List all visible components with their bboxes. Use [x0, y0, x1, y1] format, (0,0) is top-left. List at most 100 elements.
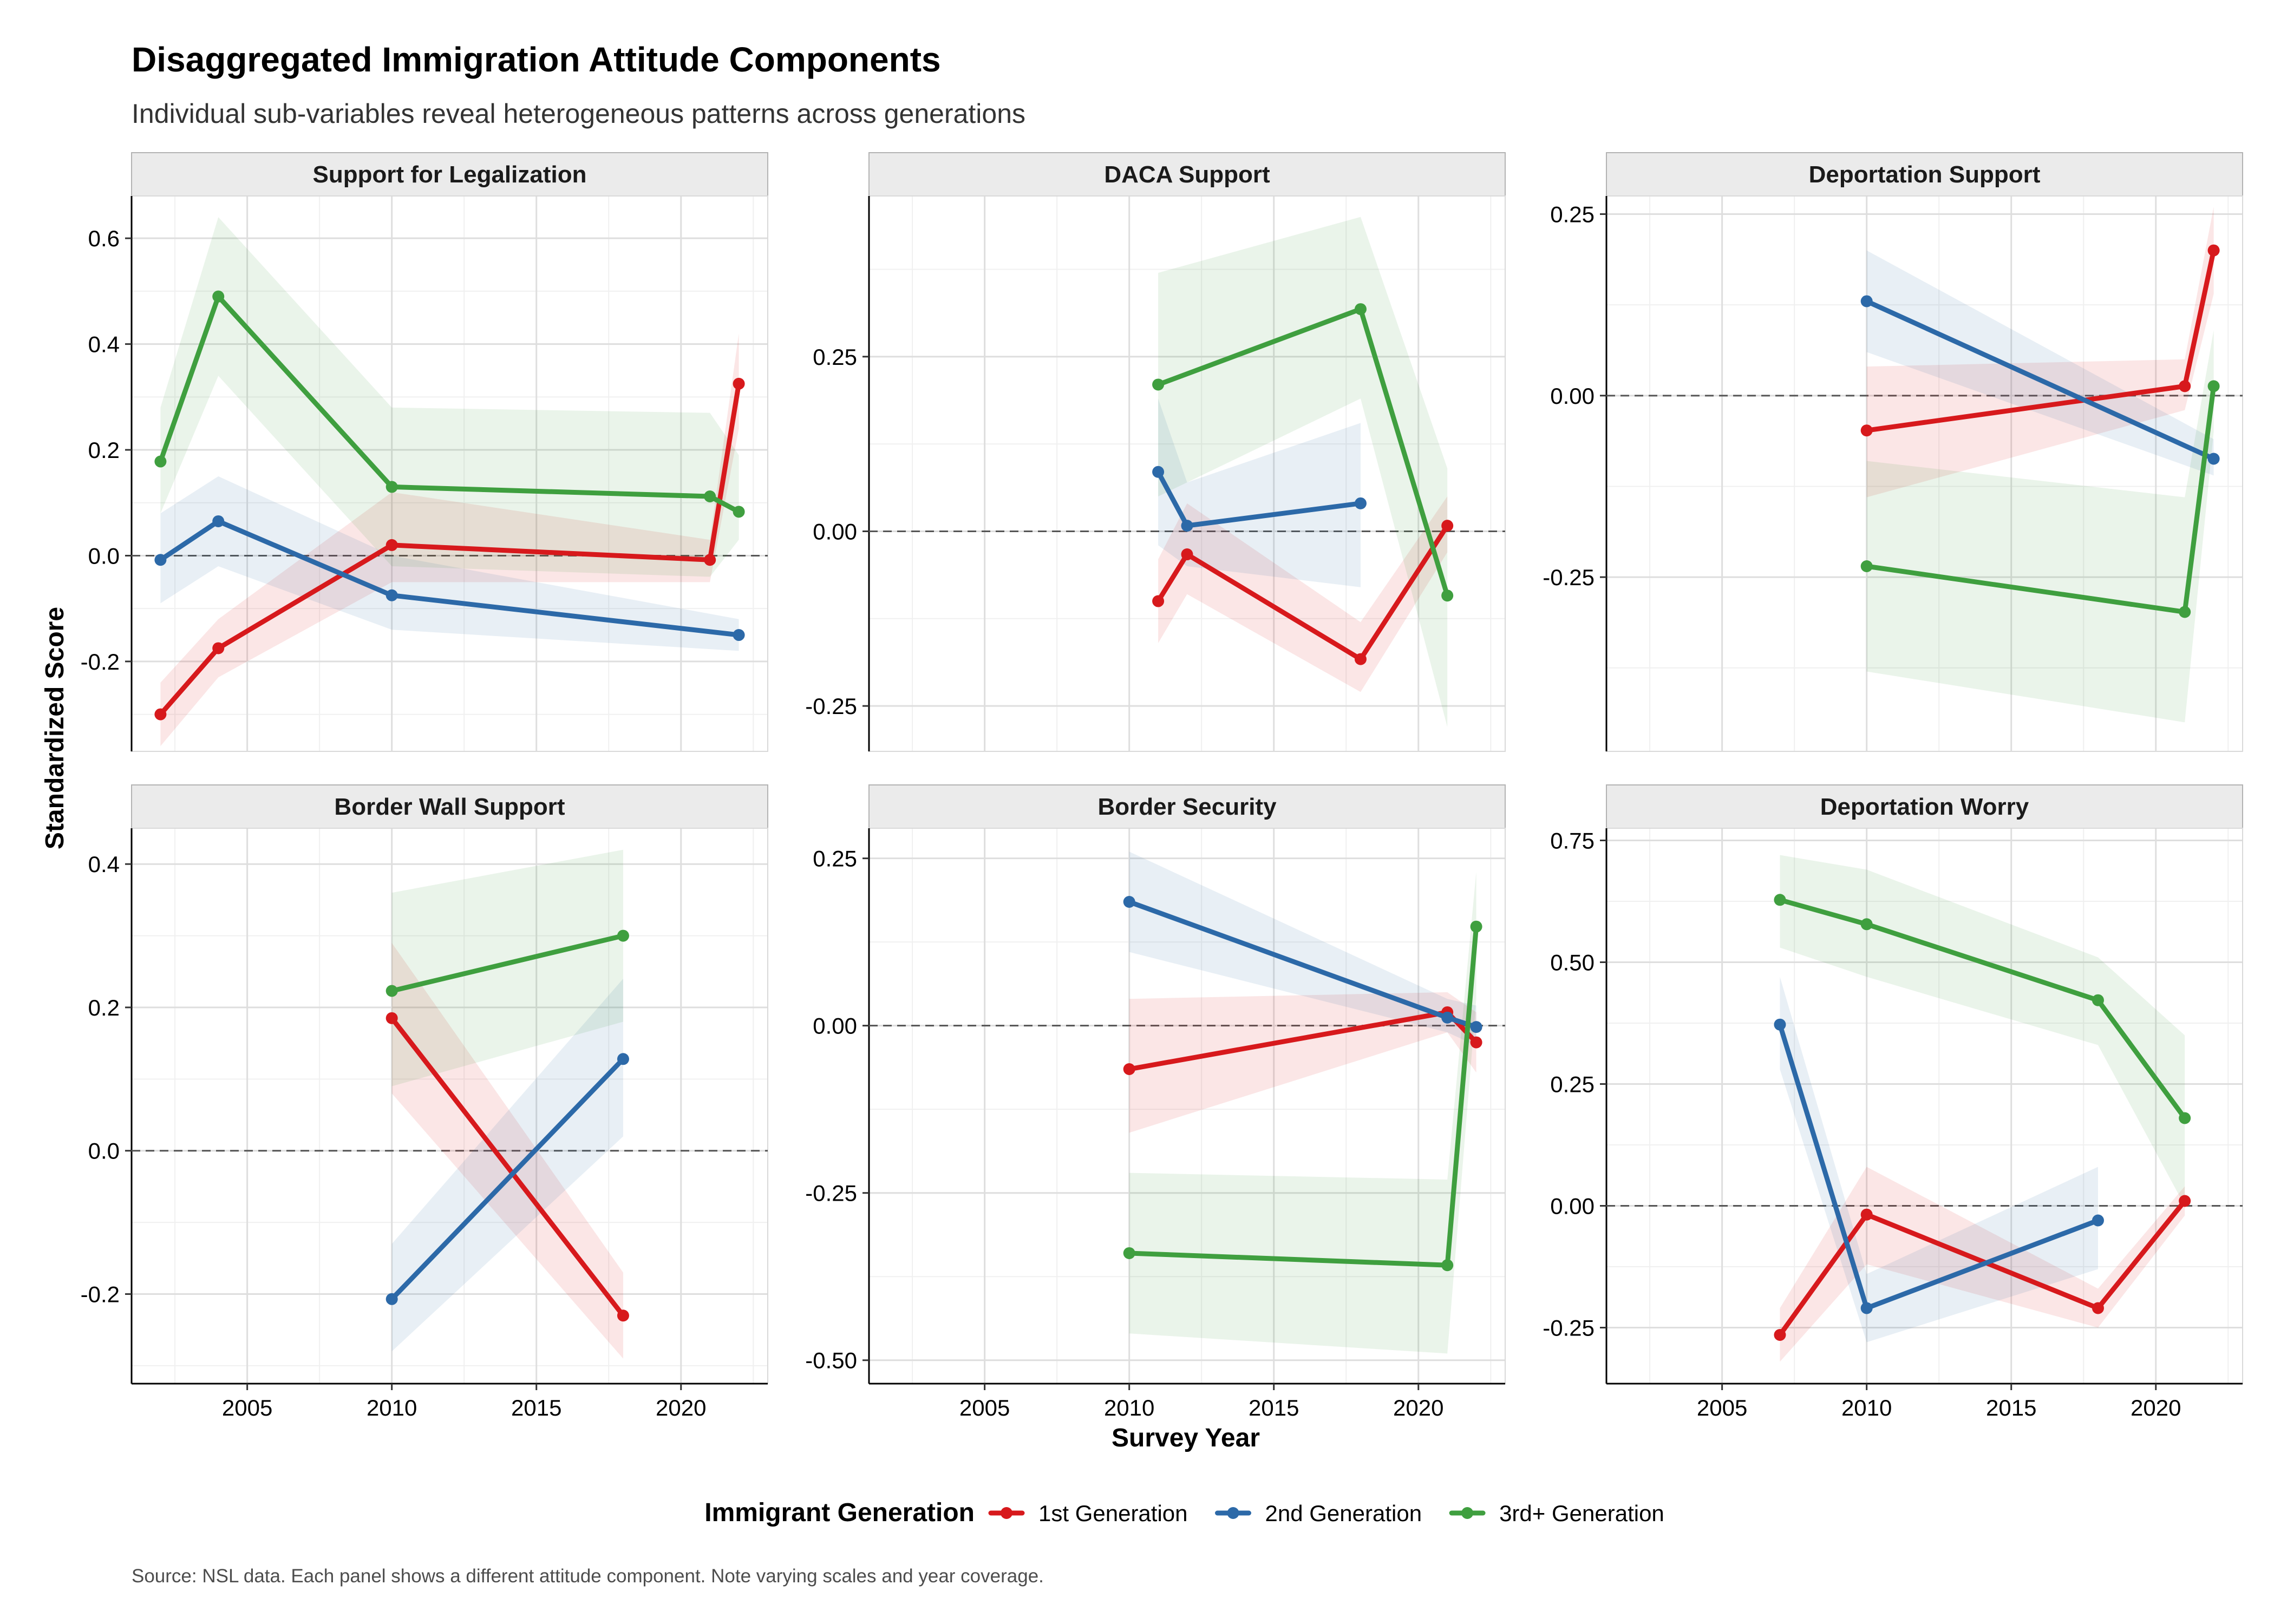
ci-band-1st-generation: [1129, 992, 1476, 1133]
data-point-1st-generation: [1354, 653, 1367, 665]
panel-title: Deportation Support: [1809, 161, 2041, 188]
ci-band-1st-generation: [391, 942, 623, 1359]
x-axis-title: Survey Year: [1112, 1424, 1260, 1452]
series-line-2nd-generation: [1864, 298, 2217, 462]
data-point-3rd-generation: [1152, 378, 1165, 391]
legend-title: Immigrant Generation: [704, 1498, 975, 1527]
x-tick-label: 2020: [656, 1395, 706, 1420]
y-tick-label: -0.25: [1543, 565, 1595, 590]
legend-key-point: [1227, 1507, 1239, 1519]
panel-title: DACA Support: [1104, 161, 1270, 188]
data-point-2nd-generation: [1860, 1302, 1873, 1314]
data-point-1st-generation: [617, 1309, 629, 1322]
data-point-3rd-generation: [2179, 1112, 2191, 1124]
series-line-1st-generation: [1777, 1199, 2187, 1338]
y-tick-label: 0.75: [1550, 828, 1595, 854]
panel-title: Border Security: [1097, 794, 1277, 820]
legend-key-point: [1461, 1507, 1474, 1519]
data-point-1st-generation: [154, 708, 167, 721]
ci-band-3rd-generation: [391, 849, 623, 1086]
y-tick-label: 0.4: [88, 852, 120, 877]
data-point-1st-generation: [704, 554, 716, 566]
ci-band-2nd-generation: [160, 476, 739, 651]
y-tick-label: -0.25: [805, 1181, 857, 1206]
data-point-1st-generation: [1152, 595, 1165, 607]
panel-daca-support: DACA Support -0.25 0.00 0.25: [805, 152, 1506, 752]
y-tick-label: 0.25: [1550, 202, 1595, 227]
y-tick-label: 0.2: [88, 437, 120, 463]
data-point-1st-generation: [733, 377, 745, 390]
panel-border-security: Border Security -0.50 -0.25 0.00 0.25 2005 201…: [805, 784, 1506, 1420]
ci-band-3rd-generation: [1129, 872, 1476, 1354]
panel-title: Deportation Worry: [1820, 794, 2029, 820]
ci-band-3rd-generation: [1780, 855, 2185, 1206]
data-point-1st-generation: [1860, 1208, 1873, 1221]
panel-deportation-support: Deportation Support -0.25 0.00 0.25: [1543, 152, 2243, 752]
y-axis-title: Standardized Score: [41, 607, 69, 849]
data-point-2nd-generation: [1181, 520, 1193, 532]
chart-title: Disaggregated Immigration Attitude Compo…: [132, 40, 941, 79]
ci-band-1st-generation: [1158, 496, 1448, 692]
y-tick-label: 0.6: [88, 226, 120, 251]
facet-panels: Support for Legalization -0.2 0.0 0.2 0.4 0.6…: [81, 152, 2243, 1420]
legend-label: 3rd+ Generation: [1499, 1501, 1664, 1526]
legend-item-1st-generation: 1st Generation: [988, 1501, 1188, 1526]
ci-band-3rd-generation: [1158, 217, 1448, 727]
data-point-1st-generation: [2207, 244, 2220, 257]
data-point-2nd-generation: [2092, 1214, 2104, 1227]
y-tick-label: -0.25: [1543, 1315, 1595, 1341]
data-point-3rd-generation: [154, 455, 167, 468]
x-tick-label: 2010: [1104, 1395, 1154, 1420]
panel-border-wall-support: Border Wall Support -0.2 0.0 0.2 0.4 2005 2010…: [81, 784, 768, 1420]
y-tick-label: -0.50: [805, 1348, 857, 1373]
series-line-2nd-generation: [389, 1056, 626, 1302]
data-point-1st-generation: [1123, 1063, 1135, 1076]
x-tick-label: 2015: [1249, 1395, 1299, 1420]
ci-band-1st-generation: [1866, 207, 2214, 497]
ci-band-1st-generation: [160, 333, 739, 746]
data-point-3rd-generation: [617, 929, 629, 942]
panel-title: Support for Legalization: [313, 161, 587, 188]
data-point-3rd-generation: [1354, 303, 1367, 316]
data-point-3rd-generation: [2207, 380, 2220, 392]
panel-strip: [131, 784, 768, 829]
y-tick-label: 0.25: [813, 344, 857, 370]
y-tick-label: 0.00: [813, 1013, 857, 1039]
data-point-1st-generation: [212, 642, 225, 654]
y-tick-label: -0.25: [805, 693, 857, 719]
y-tick-label: 0.00: [1550, 383, 1595, 409]
y-tick-label: 0.2: [88, 995, 120, 1020]
data-point-1st-generation: [2179, 1195, 2191, 1207]
data-point-2nd-generation: [1152, 466, 1165, 478]
y-tick-label: 0.00: [1550, 1194, 1595, 1219]
data-point-2nd-generation: [212, 515, 225, 527]
x-tick-label: 2010: [367, 1395, 417, 1420]
y-tick-label: 0.4: [88, 332, 120, 357]
y-tick-label: 0.0: [88, 543, 120, 568]
data-point-1st-generation: [1860, 424, 1873, 437]
data-point-1st-generation: [385, 539, 398, 551]
y-tick-label: 0.25: [813, 846, 857, 872]
data-point-3rd-generation: [2092, 994, 2104, 1006]
data-point-2nd-generation: [1860, 295, 1873, 307]
data-point-3rd-generation: [1470, 920, 1482, 933]
data-point-2nd-generation: [2207, 453, 2220, 465]
series-line-1st-generation: [389, 1016, 626, 1318]
y-tick-label: 0.00: [813, 519, 857, 544]
y-tick-label: 0.0: [88, 1138, 120, 1164]
data-point-3rd-generation: [1774, 894, 1786, 906]
y-tick-label: -0.2: [81, 649, 120, 675]
legend: Immigrant Generation 1st Generation 2nd G…: [704, 1498, 1664, 1527]
data-point-1st-generation: [1181, 548, 1193, 561]
data-point-1st-generation: [385, 1012, 398, 1024]
y-tick-label: -0.2: [81, 1282, 120, 1307]
legend-label: 2nd Generation: [1265, 1501, 1422, 1526]
data-point-1st-generation: [1774, 1329, 1786, 1341]
data-point-2nd-generation: [1123, 895, 1135, 908]
chart-caption: Source: NSL data. Each panel shows a dif…: [132, 1566, 1044, 1587]
ci-band-3rd-generation: [1866, 330, 2214, 723]
data-point-3rd-generation: [704, 490, 716, 503]
data-point-2nd-generation: [1470, 1021, 1482, 1033]
x-tick-label: 2015: [511, 1395, 561, 1420]
